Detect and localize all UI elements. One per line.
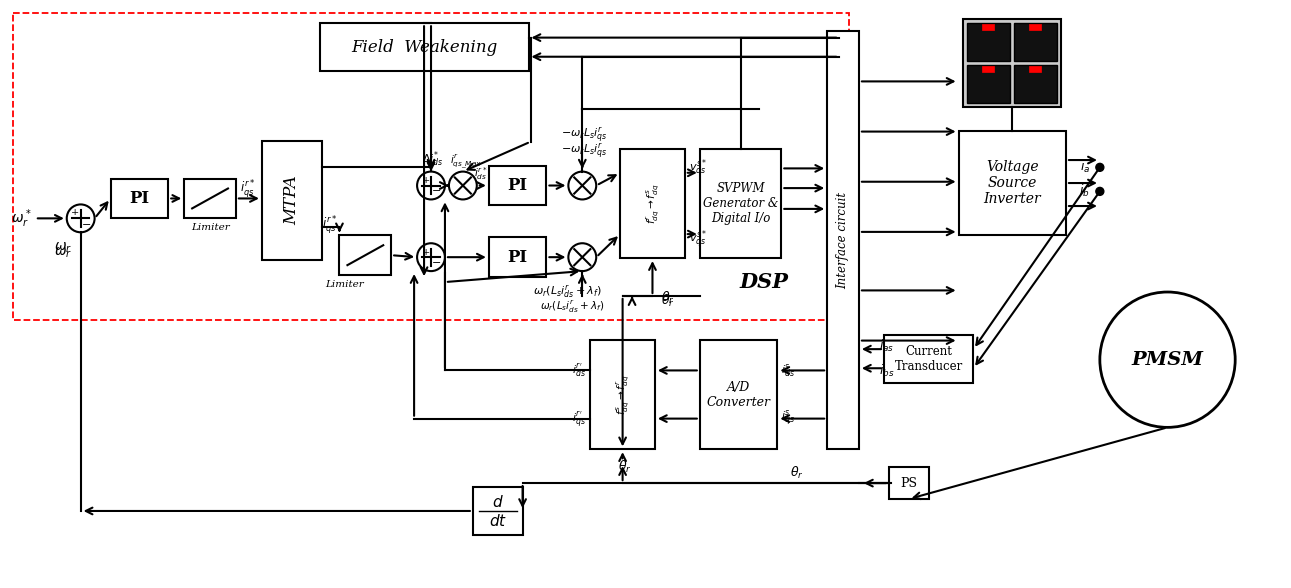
Text: $d$: $d$ — [492, 495, 503, 510]
Text: Voltage
Source
Inverter: Voltage Source Inverter — [984, 160, 1041, 206]
Bar — [185, 179, 236, 218]
Text: $\theta_r$: $\theta_r$ — [661, 290, 675, 306]
Text: MTPA: MTPA — [283, 176, 301, 225]
Bar — [473, 487, 523, 535]
Text: $i_a$: $i_a$ — [1079, 159, 1090, 175]
Text: $v_{ds}^{s*}$: $v_{ds}^{s*}$ — [689, 158, 707, 177]
Bar — [700, 149, 781, 258]
Circle shape — [1096, 163, 1104, 171]
Bar — [888, 467, 928, 499]
Text: Limiter: Limiter — [191, 223, 230, 232]
Bar — [1029, 66, 1041, 72]
Text: $\omega_r^*$: $\omega_r^*$ — [10, 207, 31, 230]
Text: $f_{dq}^r \rightarrow f_{dq}^s$: $f_{dq}^r \rightarrow f_{dq}^s$ — [644, 183, 661, 223]
Text: $\theta_r$: $\theta_r$ — [661, 293, 675, 309]
Text: PS: PS — [900, 477, 917, 490]
Circle shape — [568, 172, 596, 199]
Bar — [967, 24, 1011, 61]
Text: $\omega_r(L_s i_{ds}^r + \lambda_f)$: $\omega_r(L_s i_{ds}^r + \lambda_f)$ — [540, 299, 604, 315]
Circle shape — [1096, 188, 1104, 195]
Bar — [1029, 24, 1041, 30]
Text: $\omega_r$: $\omega_r$ — [54, 241, 72, 255]
Text: Interface circuit: Interface circuit — [837, 192, 849, 289]
Text: $-\omega_r L_s i_{qs}^r$: $-\omega_r L_s i_{qs}^r$ — [562, 126, 608, 145]
Text: +: + — [71, 208, 79, 217]
Text: DSP: DSP — [740, 272, 789, 292]
Bar — [982, 24, 994, 30]
Text: +: + — [422, 176, 430, 185]
Text: $i_{bs}$: $i_{bs}$ — [879, 363, 895, 379]
Bar — [1015, 24, 1057, 61]
Text: −: − — [81, 220, 92, 230]
Circle shape — [417, 243, 445, 271]
Text: $i_{qs\_Max}^r$: $i_{qs\_Max}^r$ — [449, 153, 482, 171]
Text: $i_b$: $i_b$ — [1079, 183, 1090, 199]
Text: Current
Transducer: Current Transducer — [895, 345, 963, 373]
Text: $dt$: $dt$ — [488, 513, 507, 529]
Bar — [967, 65, 1011, 103]
Text: $\omega_r$: $\omega_r$ — [54, 246, 72, 260]
Bar — [489, 238, 546, 277]
Bar — [262, 141, 321, 260]
Text: −: − — [432, 186, 442, 196]
Text: +: + — [422, 248, 430, 257]
Text: PI: PI — [129, 190, 150, 207]
Bar — [111, 179, 168, 218]
Text: SVPWM
Generator &
Digital I/o: SVPWM Generator & Digital I/o — [702, 182, 778, 225]
Bar — [590, 340, 655, 449]
Text: $\Delta i_{ds}^{*}$: $\Delta i_{ds}^{*}$ — [422, 150, 444, 169]
Text: $i_{qs}^{r*}$: $i_{qs}^{r*}$ — [321, 214, 337, 236]
Text: PI: PI — [507, 177, 528, 194]
Bar — [884, 335, 973, 383]
Text: Field  Weakening: Field Weakening — [351, 39, 497, 56]
Text: $i_{ds}^s$: $i_{ds}^s$ — [781, 362, 795, 379]
Bar — [340, 235, 391, 275]
Text: $f_{dq}^s \rightarrow f_{dq}^r$: $f_{dq}^s \rightarrow f_{dq}^r$ — [615, 375, 631, 415]
Text: $i_{qs}^{r*}$: $i_{qs}^{r*}$ — [240, 178, 256, 199]
Text: $v_{qs}^{s*}$: $v_{qs}^{s*}$ — [689, 229, 707, 250]
Text: $i_{as}$: $i_{as}$ — [879, 338, 895, 354]
Bar — [982, 66, 994, 72]
Text: Limiter: Limiter — [325, 279, 364, 289]
Text: −: − — [432, 258, 442, 268]
Text: $i_{qs}^s$: $i_{qs}^s$ — [781, 409, 795, 429]
Text: A/D
Converter: A/D Converter — [706, 380, 771, 409]
Bar — [620, 149, 684, 258]
Bar — [320, 24, 528, 71]
Bar — [1015, 65, 1057, 103]
Circle shape — [449, 172, 476, 199]
Text: $-\omega_r L_s i_{qs}^r$: $-\omega_r L_s i_{qs}^r$ — [562, 142, 608, 161]
Text: $i_{qs}^{r'}$: $i_{qs}^{r'}$ — [572, 409, 586, 429]
Bar — [700, 340, 777, 449]
Circle shape — [417, 172, 445, 199]
Text: $i_{ds}^{r*}$: $i_{ds}^{r*}$ — [474, 165, 488, 182]
Bar — [828, 31, 859, 449]
Bar — [963, 19, 1061, 107]
Text: $\theta_r$: $\theta_r$ — [790, 465, 804, 481]
Circle shape — [568, 243, 596, 271]
Bar — [489, 166, 546, 205]
Text: $i_{ds}^{r'}$: $i_{ds}^{r'}$ — [572, 362, 586, 379]
Text: PI: PI — [507, 249, 528, 266]
Text: $\theta_r$: $\theta_r$ — [618, 459, 631, 475]
Text: PMSM: PMSM — [1131, 350, 1203, 369]
Bar — [13, 14, 849, 320]
Text: $\omega_r(L_s i_{ds}^r + \lambda_f)$: $\omega_r(L_s i_{ds}^r + \lambda_f)$ — [533, 284, 602, 300]
Bar — [958, 131, 1066, 235]
Circle shape — [67, 205, 94, 232]
